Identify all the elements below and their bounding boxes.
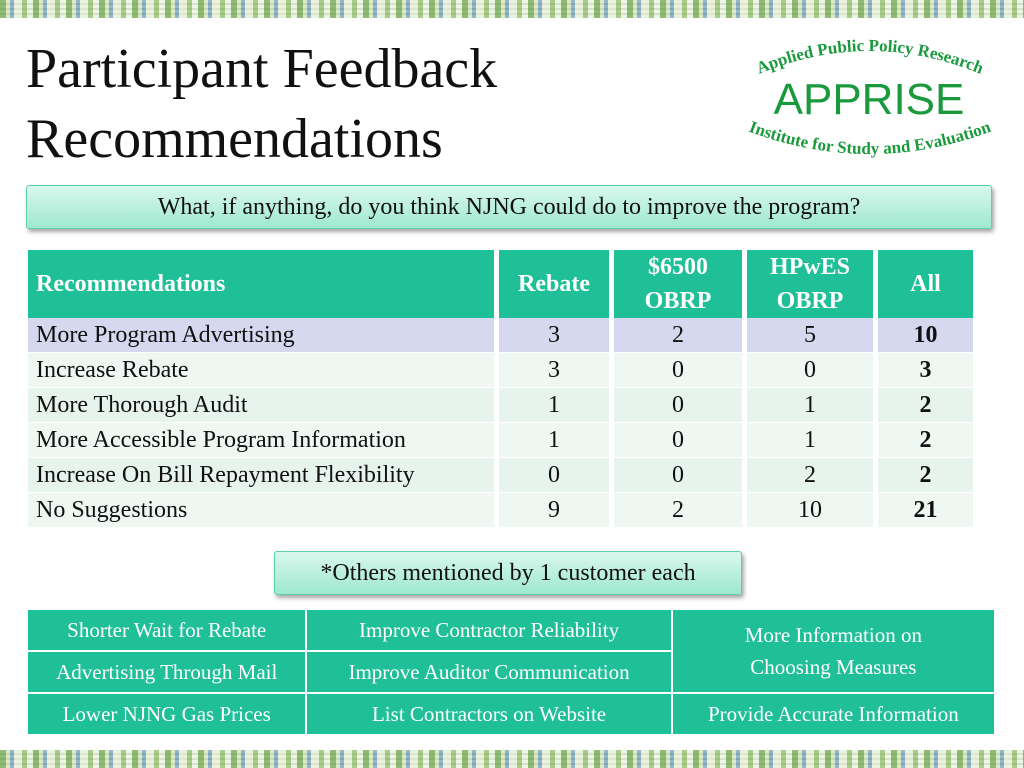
row-6500-obrp: 0 bbox=[614, 353, 747, 388]
header-6500-obrp: $6500 OBRP bbox=[614, 250, 747, 318]
row-hpwes: 5 bbox=[747, 318, 878, 353]
header-hpwes-line2: OBRP bbox=[776, 288, 844, 314]
table-header-row: Recommendations Rebate $6500 OBRP HPwES … bbox=[28, 250, 973, 318]
header-hpwes-line1: HPwES bbox=[769, 254, 850, 280]
row-6500-obrp: 0 bbox=[614, 423, 747, 458]
row-label: More Thorough Audit bbox=[28, 388, 499, 423]
title-line-1: Participant Feedback bbox=[26, 38, 498, 100]
logo-name-text: APPRISE bbox=[774, 75, 965, 124]
row-rebate: 1 bbox=[499, 388, 614, 423]
row-6500-obrp: 2 bbox=[614, 493, 747, 528]
header-all: All bbox=[878, 250, 973, 318]
row-hpwes: 2 bbox=[747, 458, 878, 493]
row-rebate: 1 bbox=[499, 423, 614, 458]
header-6500-line2: OBRP bbox=[644, 288, 712, 314]
other-suggestion-cell: Advertising Through Mail bbox=[25, 650, 308, 694]
row-rebate: 9 bbox=[499, 493, 614, 528]
row-label: Increase Rebate bbox=[28, 353, 499, 388]
other-suggestion-merged-cell: More Information on Choosing Measures bbox=[670, 608, 997, 694]
slide-title: Participant Feedback Recommendations bbox=[26, 34, 686, 174]
merged-line-2: Choosing Measures bbox=[750, 655, 917, 679]
row-all: 2 bbox=[878, 423, 973, 458]
table-row: Increase On Bill Repayment Flexibility 0… bbox=[28, 458, 973, 493]
row-label: No Suggestions bbox=[28, 493, 499, 528]
other-suggestion-cell: Improve Auditor Communication bbox=[305, 650, 673, 694]
table-row: Shorter Wait for Rebate Improve Contract… bbox=[25, 608, 997, 694]
other-suggestion-cell: List Contractors on Website bbox=[305, 692, 673, 736]
row-all: 21 bbox=[878, 493, 973, 528]
row-rebate: 0 bbox=[499, 458, 614, 493]
row-6500-obrp: 0 bbox=[614, 388, 747, 423]
row-all: 2 bbox=[878, 388, 973, 423]
question-callout: What, if anything, do you think NJNG cou… bbox=[26, 185, 992, 229]
row-all: 2 bbox=[878, 458, 973, 493]
header-6500-line1: $6500 bbox=[648, 254, 708, 280]
row-label: More Accessible Program Information bbox=[28, 423, 499, 458]
table-row: Lower NJNG Gas Prices List Contractors o… bbox=[25, 692, 997, 736]
merged-line-1: More Information on bbox=[744, 623, 922, 647]
row-all: 10 bbox=[878, 318, 973, 353]
row-hpwes: 0 bbox=[747, 353, 878, 388]
apprise-logo: Applied Public Policy Research APPRISE I… bbox=[728, 30, 1010, 175]
decorative-top-band bbox=[0, 0, 1024, 18]
header-recommendations: Recommendations bbox=[28, 250, 499, 318]
row-label: Increase On Bill Repayment Flexibility bbox=[28, 458, 499, 493]
row-6500-obrp: 2 bbox=[614, 318, 747, 353]
table-row: Increase Rebate 3 0 0 3 bbox=[28, 353, 973, 388]
other-suggestion-cell: Provide Accurate Information bbox=[670, 692, 997, 736]
row-6500-obrp: 0 bbox=[614, 458, 747, 493]
decorative-bottom-band bbox=[0, 750, 1024, 768]
row-rebate: 3 bbox=[499, 318, 614, 353]
header-rebate: Rebate bbox=[499, 250, 614, 318]
row-label: More Program Advertising bbox=[28, 318, 499, 353]
table-row: More Accessible Program Information 1 0 … bbox=[28, 423, 973, 458]
svg-text:Applied Public Policy Research: Applied Public Policy Research bbox=[754, 36, 987, 78]
recommendations-table: Recommendations Rebate $6500 OBRP HPwES … bbox=[28, 250, 973, 528]
logo-top-arc-text: Applied Public Policy Research bbox=[754, 36, 987, 78]
table-row: Advertising Through Mail Improve Auditor… bbox=[25, 650, 995, 694]
row-hpwes: 10 bbox=[747, 493, 878, 528]
row-all: 3 bbox=[878, 353, 973, 388]
table-row: More Program Advertising 3 2 5 10 bbox=[28, 318, 973, 353]
header-hpwes-obrp: HPwES OBRP bbox=[747, 250, 878, 318]
other-suggestion-cell: Lower NJNG Gas Prices bbox=[25, 692, 308, 736]
other-suggestion-cell: Shorter Wait for Rebate bbox=[25, 608, 308, 652]
table-row: More Thorough Audit 1 0 1 2 bbox=[28, 388, 973, 423]
title-line-2: Recommendations bbox=[26, 108, 443, 170]
table-row: No Suggestions 9 2 10 21 bbox=[28, 493, 973, 528]
other-suggestion-cell: Improve Contractor Reliability bbox=[305, 608, 673, 652]
row-hpwes: 1 bbox=[747, 388, 878, 423]
row-hpwes: 1 bbox=[747, 423, 878, 458]
row-rebate: 3 bbox=[499, 353, 614, 388]
other-suggestions-table: Shorter Wait for Rebate Improve Contract… bbox=[25, 608, 997, 736]
others-note-callout: *Others mentioned by 1 customer each bbox=[274, 551, 742, 595]
